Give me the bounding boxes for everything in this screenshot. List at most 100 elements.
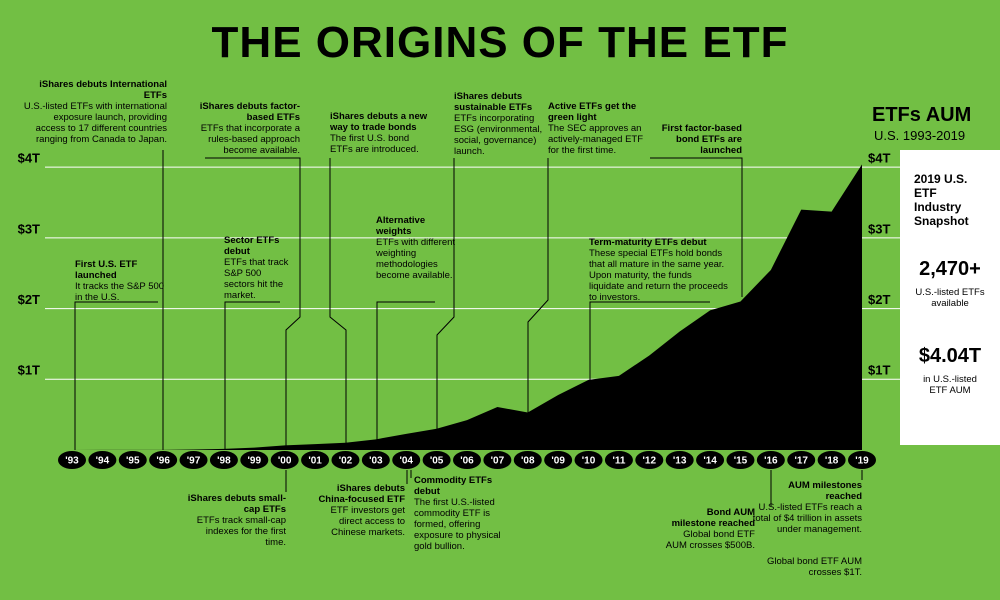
annotation: Active ETFs get the green light The SEC a… [548,101,648,157]
connector [436,158,455,450]
year-pill [453,451,481,469]
year-pill [422,451,451,469]
annotation-text: It tracks the S&P 500 in the U.S. [75,280,165,303]
y-tick-label: $2T [18,292,40,307]
year-pill [301,451,330,469]
annotation-text: ETFs that incorporate a rules-based appr… [200,122,300,156]
x-tick-label: '98 [217,456,231,467]
annotation-text: U.S.-listed ETFs with international expo… [23,100,167,145]
annotation-text: ETFs incorporating ESG (environmental, s… [454,112,543,157]
y-tick-label: $2T [868,292,890,307]
connector [589,301,710,450]
stat-label: in U.S.-listed ETF AUM [923,374,977,396]
annotation-text: Global bond ETF AUM crosses $500B. [665,528,755,551]
connector [650,157,743,297]
annotation-title: Bond AUM milestone reached [671,507,755,529]
connector [74,301,158,450]
subtitle: U.S. 1993-2019 [874,128,966,143]
x-tick-label: '16 [764,456,778,467]
year-pill [88,451,117,469]
y-tick-label: $1T [868,363,890,378]
year-pill [392,451,421,469]
connector [329,158,347,450]
year-pill [574,451,603,469]
year-pill [544,451,573,469]
year-pill [179,451,208,469]
snapshot-panel: 2019 U.S. ETF Industry Snapshot 2,470+ U… [900,150,1000,445]
annotation-title: Alternative weights [376,215,426,237]
year-pill [665,451,694,469]
y-tick-label: $1T [18,363,40,378]
year-pill [513,451,542,469]
year-pill [270,451,299,469]
annotation: Commodity ETFs debut The first U.S.-liste… [414,475,504,552]
annotation: Term-maturity ETFs debut These special ET… [589,237,729,304]
connector [205,157,301,450]
year-pill [331,451,360,469]
year-pill [483,451,512,469]
x-tick-label: '01 [308,456,322,467]
year-pill [817,451,846,469]
year-pill [209,451,238,469]
x-tick-label: '19 [855,456,869,467]
x-tick-label: '06 [460,456,474,467]
x-tick-label: '14 [703,456,717,467]
year-pill [696,451,725,469]
x-tick-label: '15 [734,456,748,467]
year-pill [361,451,390,469]
year-pill [149,451,178,469]
x-tick-label: '09 [551,456,565,467]
annotation: Bond AUM milestone reached Global bond ET… [660,507,755,552]
stat-label: U.S.-listed ETFs available [915,287,985,309]
x-tick-label: '97 [187,456,201,467]
annotation-text: The first U.S. bond ETFs are introduced. [330,132,419,155]
year-pill [58,451,86,469]
year-pill [787,451,816,469]
annotation: Alternative weights ETFs with different w… [376,215,456,282]
connector [224,301,280,450]
x-tick-label: '03 [369,456,383,467]
stat-value: 2,470+ [919,258,981,280]
year-pill [240,451,269,469]
annotation-title: iShares debuts a new way to trade bonds [330,111,428,133]
year-pill [635,451,664,469]
annotation-text: ETF investors get direct access to Chine… [330,504,405,538]
annotation-title: AUM milestones reached [788,480,862,502]
x-tick-label: '93 [65,456,79,467]
stat-value: $4.04T [918,345,982,367]
x-tick-label: '96 [156,456,170,467]
annotation-title: iShares debuts sustainable ETFs [454,91,533,113]
annotation: AUM milestones reached U.S.-listed ETFs r… [750,480,862,536]
annotation-title: iShares debuts factor-based ETFs [199,101,300,123]
annotation: First factor-based bond ETFs are launche… [636,123,742,157]
x-tick-label: '18 [825,456,839,467]
snapshot-title: 2019 U.S. ETF Industry Snapshot [914,172,969,228]
annotation-title: Commodity ETFs debut [414,475,493,497]
x-tick-label: '13 [673,456,687,467]
x-tick-label: '05 [430,456,444,467]
annotation-title: Term-maturity ETFs debut [589,237,707,248]
x-tick-label: '11 [612,456,625,467]
annotation: iShares debuts a new way to trade bonds T… [330,111,430,156]
connector [376,301,435,450]
x-tick-label: '08 [521,456,535,467]
x-tick-label: '17 [794,456,808,467]
annotation: Sector ETFs debut ETFs that track S&P 500… [224,235,294,302]
year-pill [848,451,876,469]
annotation-title: iShares debuts China-focused ETF [318,483,405,505]
y-tick-label: $3T [868,221,890,236]
x-tick-label: '95 [126,456,140,467]
year-pill [604,451,633,469]
x-tick-label: '99 [248,456,262,467]
annotation-text: The first U.S.-listed commodity ETF is f… [414,496,501,552]
annotation: iShares debuts China-focused ETF ETF inve… [318,483,405,539]
connector [527,158,549,450]
year-pill [118,451,147,469]
y-tick-label: $3T [18,221,40,236]
annotation-text: ETFs with different weighting methodolog… [376,236,456,281]
annotation: iShares debuts sustainable ETFs ETFs inco… [454,91,544,158]
annotation-text: ETFs that track S&P 500 sectors hit the … [224,256,289,301]
x-tick-label: '94 [96,456,110,467]
y-tick-label: $4T [18,151,40,166]
